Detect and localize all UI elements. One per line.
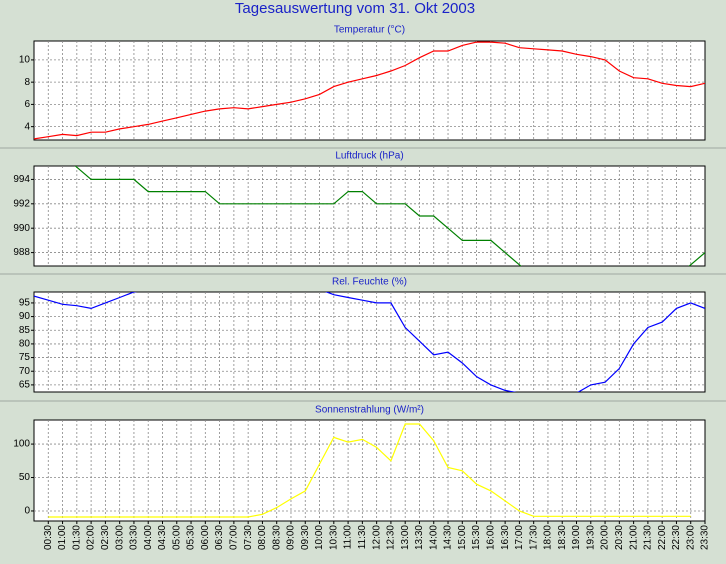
page-title: Tagesauswertung vom 31. Okt 2003 (235, 0, 475, 17)
y-tick-label: 65 (19, 380, 31, 391)
x-tick-label: 14:30 (443, 525, 454, 550)
x-tick-label: 02:30 (100, 525, 111, 550)
x-tick-label: 10:30 (328, 525, 339, 550)
panel-title: Luftdruck (hPa) (335, 151, 403, 162)
x-tick-label: 06:30 (214, 525, 225, 550)
y-tick-label: 10 (19, 55, 31, 66)
y-tick-label: 90 (19, 311, 31, 322)
x-tick-label: 01:00 (57, 525, 68, 550)
x-tick-label: 03:00 (114, 525, 125, 550)
y-tick-label: 100 (13, 439, 30, 450)
y-tick-label: 50 (19, 472, 31, 483)
x-tick-label: 19:00 (571, 525, 582, 550)
x-tick-label: 08:00 (257, 525, 268, 550)
x-tick-label: 00:30 (43, 525, 54, 550)
plot-area (33, 419, 706, 522)
x-tick-label: 09:00 (286, 525, 297, 550)
y-tick-label: 4 (24, 121, 30, 132)
x-tick-label: 07:00 (229, 525, 240, 550)
x-tick-label: 22:30 (671, 525, 682, 550)
x-tick-label: 12:00 (371, 525, 382, 550)
x-tick-label: 16:00 (485, 525, 496, 550)
y-tick-label: 992 (13, 198, 30, 209)
y-tick-label: 95 (19, 298, 31, 309)
data-line (34, 292, 705, 392)
x-tick-label: 15:00 (457, 525, 468, 550)
y-tick-label: 8 (24, 77, 30, 88)
y-tick-label: 988 (13, 247, 30, 258)
x-tick-label: 04:00 (143, 525, 154, 550)
panel-title: Rel. Feuchte (%) (332, 277, 407, 288)
x-tick-label: 02:00 (86, 525, 97, 550)
x-tick-label: 22:00 (657, 525, 668, 550)
x-tick-label: 05:30 (186, 525, 197, 550)
data-line (34, 41, 705, 140)
x-tick-label: 13:30 (414, 525, 425, 550)
x-tick-label: 07:30 (243, 525, 254, 550)
x-tick-label: 08:30 (271, 525, 282, 550)
panel-title: Temperatur (°C) (334, 25, 405, 36)
x-tick-label: 18:00 (543, 525, 554, 550)
y-tick-label: 70 (19, 366, 31, 377)
x-tick-label: 21:30 (643, 525, 654, 550)
y-tick-label: 85 (19, 325, 31, 336)
x-tick-label: 16:30 (500, 525, 511, 550)
x-tick-label: 14:00 (428, 525, 439, 550)
x-tick-label: 03:30 (129, 525, 140, 550)
y-tick-label: 990 (13, 223, 30, 234)
y-tick-label: 6 (24, 99, 30, 110)
x-tick-label: 17:00 (514, 525, 525, 550)
y-tick-label: 75 (19, 352, 31, 363)
y-tick-label: 0 (24, 506, 30, 517)
panel-title: Sonnenstrahlung (W/m²) (315, 405, 424, 416)
plot-area (33, 40, 706, 141)
plot-area (33, 291, 706, 393)
x-tick-label: 12:30 (386, 525, 397, 550)
x-tick-label: 05:00 (171, 525, 182, 550)
x-tick-label: 20:00 (600, 525, 611, 550)
x-tick-label: 09:30 (300, 525, 311, 550)
x-tick-label: 10:00 (314, 525, 325, 550)
x-tick-label: 23:00 (685, 525, 696, 550)
x-tick-label: 13:00 (400, 525, 411, 550)
x-tick-label: 04:30 (157, 525, 168, 550)
data-line (74, 166, 705, 266)
x-tick-label: 21:00 (628, 525, 639, 550)
y-tick-label: 80 (19, 339, 31, 350)
x-tick-label: 15:30 (471, 525, 482, 550)
x-tick-label: 17:30 (528, 525, 539, 550)
x-tick-label: 01:30 (71, 525, 82, 550)
data-line (48, 423, 691, 518)
x-tick-label: 19:30 (585, 525, 596, 550)
x-tick-label: 11:00 (343, 525, 354, 550)
plot-area (33, 165, 706, 267)
y-tick-label: 994 (13, 174, 30, 185)
x-tick-label: 18:30 (557, 525, 568, 550)
x-tick-label: 11:30 (357, 525, 368, 550)
x-tick-label: 20:30 (614, 525, 625, 550)
x-tick-label: 06:00 (200, 525, 211, 550)
x-tick-label: 23:30 (700, 525, 711, 550)
